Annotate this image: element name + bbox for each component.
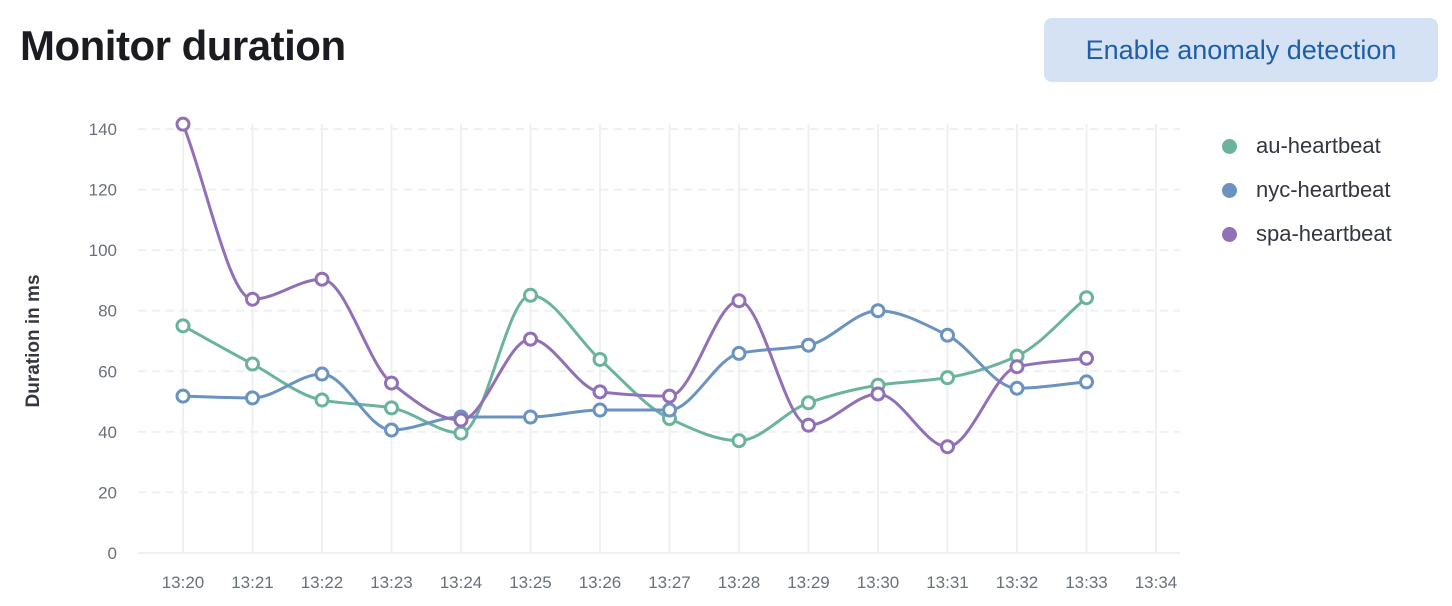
data-point-nyc-heartbeat: [175, 388, 191, 404]
y-tick-label: 100: [89, 241, 117, 260]
data-point-au-heartbeat: [314, 392, 330, 408]
data-point-au-heartbeat: [245, 356, 260, 372]
data-point-spa-heartbeat: [523, 331, 538, 347]
data-point-au-heartbeat: [1079, 290, 1094, 306]
x-tick-label: 13:23: [370, 573, 413, 592]
legend-item-au-heartbeat[interactable]: au-heartbeat: [1222, 124, 1392, 168]
x-tick-label: 13:30: [857, 573, 900, 592]
data-point-spa-heartbeat: [453, 412, 469, 428]
x-tick-label: 13:29: [787, 573, 830, 592]
x-tick-label: 13:24: [440, 573, 483, 592]
data-point-nyc-heartbeat: [1079, 374, 1094, 390]
data-point-nyc-heartbeat: [870, 303, 886, 319]
y-tick-label: 0: [108, 544, 117, 563]
data-point-spa-heartbeat: [731, 293, 747, 309]
data-point-spa-heartbeat: [801, 417, 816, 433]
legend-dot-icon: [1222, 138, 1237, 154]
x-tick-label: 13:21: [231, 573, 274, 592]
data-point-spa-heartbeat: [662, 388, 677, 404]
y-tick-label: 120: [89, 181, 117, 200]
series-line-au-heartbeat: [182, 293, 1088, 443]
data-point-spa-heartbeat: [870, 386, 886, 402]
legend: au-heartbeat nyc-heartbeat spa-heartbeat: [1222, 124, 1392, 256]
y-tick-label: 20: [98, 483, 117, 502]
legend-label: au-heartbeat: [1256, 133, 1381, 158]
data-point-spa-heartbeat: [314, 271, 330, 287]
data-point-nyc-heartbeat: [940, 327, 955, 343]
x-tick-label: 13:25: [509, 573, 552, 592]
data-point-au-heartbeat: [801, 395, 816, 411]
data-point-nyc-heartbeat: [384, 422, 399, 438]
data-point-spa-heartbeat: [940, 439, 955, 455]
data-point-au-heartbeat: [384, 400, 399, 416]
x-tick-label: 13:22: [301, 573, 344, 592]
data-point-nyc-heartbeat: [731, 345, 747, 361]
data-point-spa-heartbeat: [245, 291, 260, 307]
legend-dot-icon: [1222, 182, 1237, 198]
x-tick-label: 13:33: [1065, 573, 1108, 592]
data-point-spa-heartbeat: [1079, 350, 1094, 366]
y-tick-label: 40: [98, 423, 117, 442]
x-tick-label: 13:26: [579, 573, 622, 592]
data-point-au-heartbeat: [940, 370, 955, 386]
data-point-nyc-heartbeat: [523, 409, 538, 425]
enable-anomaly-detection-button[interactable]: Enable anomaly detection: [1044, 18, 1438, 82]
data-point-au-heartbeat: [175, 318, 191, 334]
data-point-spa-heartbeat: [592, 384, 608, 400]
data-point-nyc-heartbeat: [1009, 380, 1025, 396]
y-tick-label: 60: [98, 362, 117, 381]
data-point-nyc-heartbeat: [245, 390, 260, 406]
legend-label: nyc-heartbeat: [1256, 177, 1391, 202]
legend-label: spa-heartbeat: [1256, 221, 1392, 246]
data-point-au-heartbeat: [523, 287, 538, 303]
x-tick-label: 13:27: [648, 573, 691, 592]
data-point-nyc-heartbeat: [314, 366, 330, 382]
data-point-nyc-heartbeat: [801, 337, 816, 353]
data-point-spa-heartbeat: [175, 116, 191, 132]
x-tick-label: 13:34: [1135, 573, 1178, 592]
page-title: Monitor duration: [20, 22, 346, 69]
data-point-nyc-heartbeat: [592, 402, 608, 418]
data-point-au-heartbeat: [731, 433, 747, 449]
data-point-au-heartbeat: [453, 425, 469, 441]
legend-item-nyc-heartbeat[interactable]: nyc-heartbeat: [1222, 168, 1392, 212]
x-tick-label: 13:31: [926, 573, 969, 592]
data-point-nyc-heartbeat: [662, 402, 677, 418]
y-tick-label: 140: [89, 120, 117, 139]
y-tick-label: 80: [98, 302, 117, 321]
legend-item-spa-heartbeat[interactable]: spa-heartbeat: [1222, 212, 1392, 256]
data-point-spa-heartbeat: [384, 375, 399, 391]
x-tick-label: 13:20: [162, 573, 205, 592]
x-tick-label: 13:32: [996, 573, 1039, 592]
data-point-au-heartbeat: [592, 351, 608, 367]
legend-dot-icon: [1222, 226, 1237, 242]
data-point-spa-heartbeat: [1009, 359, 1025, 375]
y-axis-label: Duration in ms: [23, 274, 44, 407]
x-tick-label: 13:28: [718, 573, 761, 592]
